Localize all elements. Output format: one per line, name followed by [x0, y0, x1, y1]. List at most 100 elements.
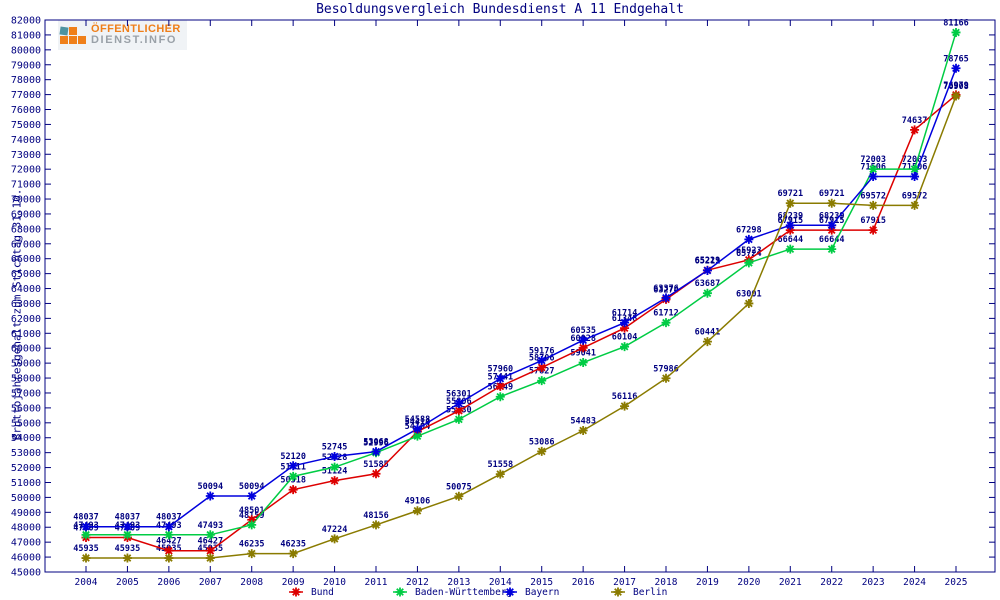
svg-text:68239: 68239 — [777, 211, 803, 221]
svg-text:57986: 57986 — [653, 364, 679, 374]
svg-text:2023: 2023 — [862, 577, 885, 588]
svg-text:46235: 46235 — [239, 540, 265, 550]
svg-text:2015: 2015 — [530, 577, 553, 588]
svg-text:78765: 78765 — [943, 54, 969, 64]
svg-text:2017: 2017 — [613, 577, 636, 588]
legend-item-berlin: Berlin — [610, 585, 667, 599]
svg-text:65000: 65000 — [11, 269, 41, 280]
svg-text:52996: 52996 — [363, 439, 389, 449]
svg-text:49000: 49000 — [11, 508, 41, 519]
svg-text:73000: 73000 — [11, 150, 41, 161]
svg-text:48037: 48037 — [73, 513, 99, 523]
svg-text:68239: 68239 — [819, 211, 845, 221]
series-markers-bayern — [81, 63, 961, 532]
svg-text:63376: 63376 — [653, 284, 679, 294]
legend-marker-baden-württemberg — [393, 587, 407, 597]
svg-text:2022: 2022 — [820, 577, 843, 588]
svg-text:69721: 69721 — [777, 189, 803, 199]
series-markers-baden-württemberg — [81, 27, 961, 540]
plot-frame — [44, 19, 996, 573]
svg-text:65229: 65229 — [695, 256, 721, 266]
svg-text:2024: 2024 — [903, 577, 926, 588]
legend-label-bund: Bund — [311, 586, 334, 598]
svg-text:2025: 2025 — [945, 577, 968, 588]
legend-item-bayern: Bayern — [502, 585, 559, 599]
svg-text:2019: 2019 — [696, 577, 719, 588]
svg-text:48037: 48037 — [156, 513, 182, 523]
svg-text:54000: 54000 — [11, 433, 41, 444]
svg-text:68000: 68000 — [11, 224, 41, 235]
svg-text:49106: 49106 — [405, 497, 431, 507]
svg-text:52000: 52000 — [11, 463, 41, 474]
svg-text:2007: 2007 — [199, 577, 222, 588]
svg-text:2013: 2013 — [447, 577, 470, 588]
svg-text:63001: 63001 — [736, 289, 762, 299]
svg-text:47224: 47224 — [322, 525, 348, 535]
svg-text:74000: 74000 — [11, 135, 41, 146]
svg-text:76000: 76000 — [11, 105, 41, 116]
svg-text:71000: 71000 — [11, 180, 41, 191]
svg-text:77000: 77000 — [11, 90, 41, 101]
svg-text:46427: 46427 — [156, 537, 182, 547]
svg-text:66000: 66000 — [11, 254, 41, 265]
svg-text:56301: 56301 — [446, 389, 472, 399]
svg-text:2016: 2016 — [572, 577, 595, 588]
svg-text:59041: 59041 — [570, 349, 596, 359]
svg-text:61000: 61000 — [11, 329, 41, 340]
svg-text:80000: 80000 — [11, 45, 41, 56]
svg-text:53000: 53000 — [11, 448, 41, 459]
series-line-bayern — [86, 67, 957, 528]
legend-label-bayern: Bayern — [525, 586, 560, 598]
svg-text:57960: 57960 — [487, 365, 513, 375]
svg-text:50094: 50094 — [239, 482, 265, 492]
svg-text:69000: 69000 — [11, 209, 41, 220]
svg-text:56116: 56116 — [612, 392, 638, 402]
series-markers-berlin — [81, 91, 961, 563]
svg-text:61714: 61714 — [612, 309, 638, 319]
svg-text:50000: 50000 — [11, 493, 41, 504]
svg-text:58000: 58000 — [11, 374, 41, 385]
svg-text:79000: 79000 — [11, 60, 41, 71]
logo-squares-icon — [59, 25, 86, 44]
svg-text:72003: 72003 — [902, 155, 928, 165]
svg-text:74637: 74637 — [902, 116, 928, 126]
svg-text:47000: 47000 — [11, 538, 41, 549]
svg-text:65923: 65923 — [736, 246, 762, 256]
svg-text:50075: 50075 — [446, 482, 472, 492]
svg-text:67915: 67915 — [860, 216, 886, 226]
y-axis-ticks: 45000 46000 47000 48000 49000 50000 51000 52000… — [11, 16, 995, 579]
value-labels-bayern: 48037 48037 48037 50094 50094 52120 52745 53068… — [73, 54, 969, 522]
svg-text:2021: 2021 — [779, 577, 802, 588]
svg-text:48000: 48000 — [11, 523, 41, 534]
svg-text:76908: 76908 — [943, 82, 969, 92]
svg-text:51000: 51000 — [11, 478, 41, 489]
oeffentlicher-dienst-logo[interactable]: ÖFFENTLICHER DIENST.INFO — [58, 20, 187, 50]
svg-text:81000: 81000 — [11, 30, 41, 41]
logo-line1: ÖFFENTLICHER — [91, 23, 181, 35]
svg-text:67000: 67000 — [11, 239, 41, 250]
svg-text:51585: 51585 — [363, 460, 389, 470]
svg-text:2014: 2014 — [489, 577, 512, 588]
value-labels-berlin: 45935 45935 45935 45935 46235 462354722448156… — [73, 82, 969, 554]
svg-text:72000: 72000 — [11, 165, 41, 176]
svg-text:67298: 67298 — [736, 225, 762, 235]
legend-marker-bayern — [503, 587, 517, 597]
svg-text:2008: 2008 — [240, 577, 263, 588]
svg-text:2020: 2020 — [737, 577, 760, 588]
svg-text:53086: 53086 — [529, 437, 555, 447]
svg-text:2018: 2018 — [655, 577, 678, 588]
svg-text:63274: 63274 — [653, 285, 679, 295]
svg-text:48156: 48156 — [363, 511, 389, 521]
svg-text:60104: 60104 — [612, 333, 638, 343]
svg-text:81166: 81166 — [943, 18, 969, 28]
svg-text:60441: 60441 — [695, 328, 721, 338]
svg-text:65724: 65724 — [736, 249, 762, 259]
svg-text:51558: 51558 — [487, 460, 513, 470]
svg-text:69721: 69721 — [819, 189, 845, 199]
svg-text:2012: 2012 — [406, 577, 429, 588]
value-labels-baden-württemberg: 47493 47493 47493 4749348159514115202852996… — [73, 18, 969, 530]
svg-text:59000: 59000 — [11, 359, 41, 370]
